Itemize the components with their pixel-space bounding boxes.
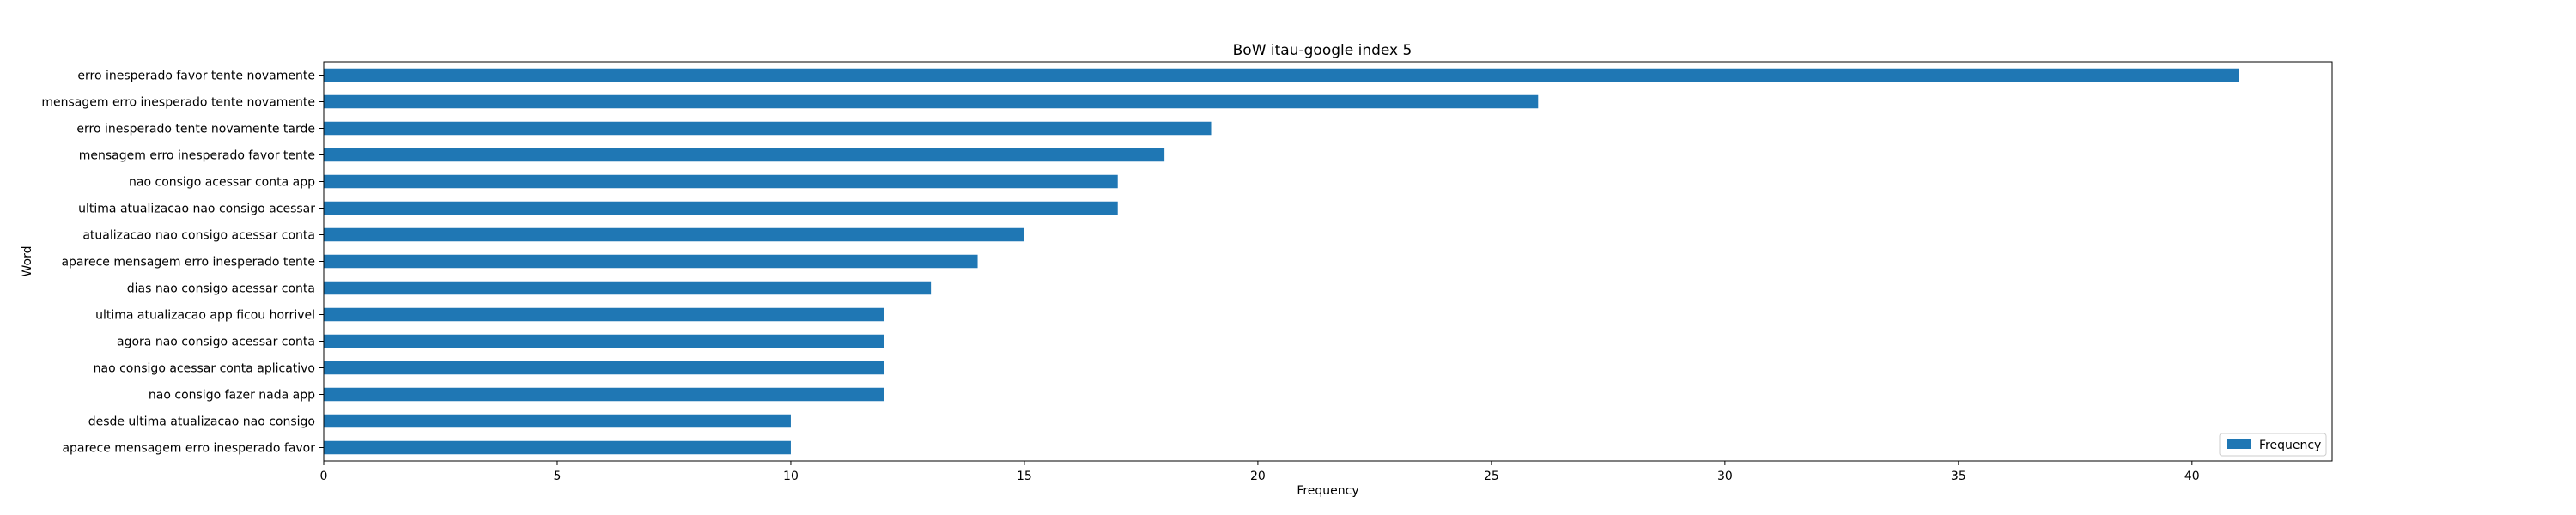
y-tick-label: aparece mensagem erro inesperado favor — [62, 442, 315, 456]
bar — [324, 68, 2239, 82]
bar — [324, 121, 1212, 136]
bar — [324, 360, 884, 375]
bar — [324, 281, 932, 295]
x-tick-label: 40 — [2184, 470, 2200, 483]
y-tick-labels: erro inesperado favor tente novamente men… — [41, 70, 324, 456]
y-tick-label: desde ultima atualizacao nao consigo — [88, 415, 315, 429]
y-tick-label: atualizacao nao consigo acessar conta — [82, 229, 315, 243]
x-tick-label: 35 — [1951, 470, 1966, 483]
bars-group — [324, 68, 2239, 455]
x-tick-label: 25 — [1484, 470, 1499, 483]
y-tick-label: mensagem erro inesperado tente novamente — [41, 96, 315, 110]
legend-label: Frequency — [2259, 439, 2321, 452]
x-ticks: 0 5 10 15 20 25 30 35 40 — [320, 461, 2200, 483]
x-tick-label: 10 — [783, 470, 799, 483]
y-tick-label: erro inesperado favor tente novamente — [77, 70, 315, 83]
bar — [324, 174, 1118, 189]
bar — [324, 307, 884, 322]
x-tick-label: 30 — [1717, 470, 1733, 483]
chart-title: BoW itau-google index 5 — [1233, 42, 1413, 59]
bar — [324, 254, 978, 269]
bar — [324, 148, 1165, 162]
y-axis-title: Word — [21, 246, 34, 277]
y-tick-label: mensagem erro inesperado favor tente — [79, 149, 315, 163]
y-tick-label: nao consigo acessar conta app — [129, 176, 315, 190]
y-tick-label: aparece mensagem erro inesperado tente — [61, 256, 315, 270]
bar — [324, 387, 884, 402]
y-tick-label: erro inesperado tente novamente tarde — [76, 123, 315, 136]
bar — [324, 334, 884, 348]
x-tick-label: 20 — [1250, 470, 1266, 483]
bar — [324, 201, 1118, 215]
x-tick-label: 0 — [320, 470, 328, 483]
legend-swatch — [2227, 439, 2251, 449]
y-tick-label: ultima atualizacao nao consigo acessar — [78, 203, 315, 216]
bar — [324, 227, 1024, 242]
y-tick-label: ultima atualizacao app ficou horrivel — [95, 309, 315, 323]
x-axis-title: Frequency — [1297, 484, 1358, 498]
bar — [324, 94, 1539, 109]
x-tick-label: 5 — [554, 470, 562, 483]
x-tick-label: 15 — [1017, 470, 1032, 483]
legend-box — [2219, 433, 2327, 457]
plot-frame — [323, 61, 2333, 462]
y-tick-label: nao consigo fazer nada app — [149, 389, 315, 403]
y-tick-label: nao consigo acessar conta aplicativo — [94, 362, 315, 376]
y-tick-label: agora nao consigo acessar conta — [117, 336, 315, 349]
bar — [324, 440, 791, 455]
y-tick-label: dias nao consigo acessar conta — [127, 282, 315, 296]
bar — [324, 414, 791, 428]
legend: Frequency — [2219, 433, 2327, 457]
